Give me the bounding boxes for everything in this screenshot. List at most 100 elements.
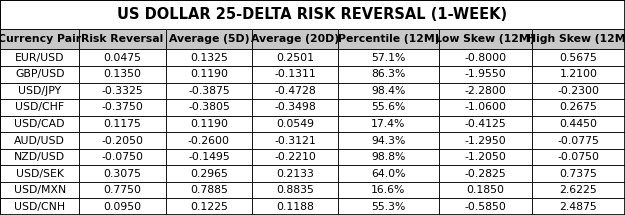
Bar	[166, 132, 252, 149]
Bar	[338, 165, 439, 182]
Text: 0.0950: 0.0950	[104, 202, 142, 212]
Bar	[532, 99, 625, 116]
Bar	[166, 99, 252, 116]
Bar	[79, 116, 166, 132]
Bar	[439, 198, 532, 215]
Text: -0.0750: -0.0750	[102, 152, 144, 162]
Text: 55.3%: 55.3%	[371, 202, 406, 212]
Bar	[0, 132, 79, 149]
Bar	[439, 99, 532, 116]
Text: USD/MXN: USD/MXN	[14, 185, 66, 195]
Text: 0.1325: 0.1325	[190, 53, 228, 63]
Text: 0.1175: 0.1175	[104, 119, 141, 129]
Bar	[532, 66, 625, 83]
Bar	[0, 198, 79, 215]
Bar	[252, 49, 338, 66]
Text: 0.4450: 0.4450	[559, 119, 598, 129]
Bar	[252, 83, 338, 99]
Text: 0.7375: 0.7375	[559, 169, 598, 179]
Bar	[0, 0, 625, 29]
Text: 2.4875: 2.4875	[559, 202, 598, 212]
Text: -0.3875: -0.3875	[188, 86, 230, 96]
Bar	[79, 182, 166, 198]
Bar	[338, 66, 439, 83]
Text: 0.0475: 0.0475	[104, 53, 142, 63]
Text: -0.0775: -0.0775	[558, 135, 599, 146]
Bar	[252, 165, 338, 182]
Text: Average (5D): Average (5D)	[169, 34, 249, 44]
Bar	[532, 83, 625, 99]
Bar	[439, 66, 532, 83]
Bar	[532, 165, 625, 182]
Bar	[0, 116, 79, 132]
Bar	[338, 83, 439, 99]
Bar	[338, 149, 439, 165]
Text: 94.3%: 94.3%	[371, 135, 406, 146]
Text: Risk Reversal: Risk Reversal	[81, 34, 164, 44]
Bar	[79, 29, 166, 49]
Bar	[532, 49, 625, 66]
Text: 0.1190: 0.1190	[190, 69, 228, 79]
Text: -0.4728: -0.4728	[274, 86, 316, 96]
Text: -0.1311: -0.1311	[274, 69, 316, 79]
Bar	[338, 29, 439, 49]
Text: -0.2300: -0.2300	[558, 86, 599, 96]
Text: 98.8%: 98.8%	[371, 152, 406, 162]
Bar	[0, 83, 79, 99]
Text: -0.2600: -0.2600	[188, 135, 230, 146]
Text: 0.2133: 0.2133	[276, 169, 314, 179]
Text: -1.0600: -1.0600	[464, 102, 506, 112]
Bar	[439, 132, 532, 149]
Bar	[338, 198, 439, 215]
Bar	[166, 182, 252, 198]
Bar	[252, 116, 338, 132]
Bar	[439, 182, 532, 198]
Text: 0.8835: 0.8835	[276, 185, 314, 195]
Bar	[338, 182, 439, 198]
Bar	[252, 66, 338, 83]
Text: -0.3805: -0.3805	[188, 102, 230, 112]
Bar	[79, 165, 166, 182]
Bar	[252, 198, 338, 215]
Bar	[0, 182, 79, 198]
Text: USD/JPY: USD/JPY	[18, 86, 61, 96]
Bar	[166, 66, 252, 83]
Bar	[166, 49, 252, 66]
Text: 64.0%: 64.0%	[371, 169, 406, 179]
Text: -0.3121: -0.3121	[274, 135, 316, 146]
Bar	[532, 116, 625, 132]
Bar	[532, 29, 625, 49]
Text: 1.2100: 1.2100	[559, 69, 598, 79]
Bar	[439, 83, 532, 99]
Text: NZD/USD: NZD/USD	[14, 152, 65, 162]
Bar	[166, 165, 252, 182]
Text: 0.2501: 0.2501	[276, 53, 314, 63]
Bar	[79, 49, 166, 66]
Text: -0.2210: -0.2210	[274, 152, 316, 162]
Bar	[166, 149, 252, 165]
Bar	[0, 165, 79, 182]
Bar	[252, 99, 338, 116]
Bar	[252, 149, 338, 165]
Text: -0.0750: -0.0750	[558, 152, 599, 162]
Text: 2.6225: 2.6225	[559, 185, 598, 195]
Text: Low Skew (12M): Low Skew (12M)	[436, 34, 535, 44]
Text: -1.9550: -1.9550	[464, 69, 506, 79]
Text: 0.2675: 0.2675	[559, 102, 598, 112]
Text: 0.0549: 0.0549	[276, 119, 314, 129]
Text: 0.5675: 0.5675	[559, 53, 598, 63]
Text: 55.6%: 55.6%	[371, 102, 406, 112]
Text: Percentile (12M): Percentile (12M)	[338, 34, 439, 44]
Text: -0.8000: -0.8000	[464, 53, 506, 63]
Text: Currency Pair: Currency Pair	[0, 34, 81, 44]
Bar	[439, 149, 532, 165]
Text: 0.1188: 0.1188	[276, 202, 314, 212]
Bar	[252, 29, 338, 49]
Bar	[79, 132, 166, 149]
Text: USD/SEK: USD/SEK	[16, 169, 64, 179]
Text: -1.2050: -1.2050	[464, 152, 506, 162]
Bar	[0, 49, 79, 66]
Bar	[439, 165, 532, 182]
Text: -0.1495: -0.1495	[188, 152, 230, 162]
Text: -2.2800: -2.2800	[464, 86, 506, 96]
